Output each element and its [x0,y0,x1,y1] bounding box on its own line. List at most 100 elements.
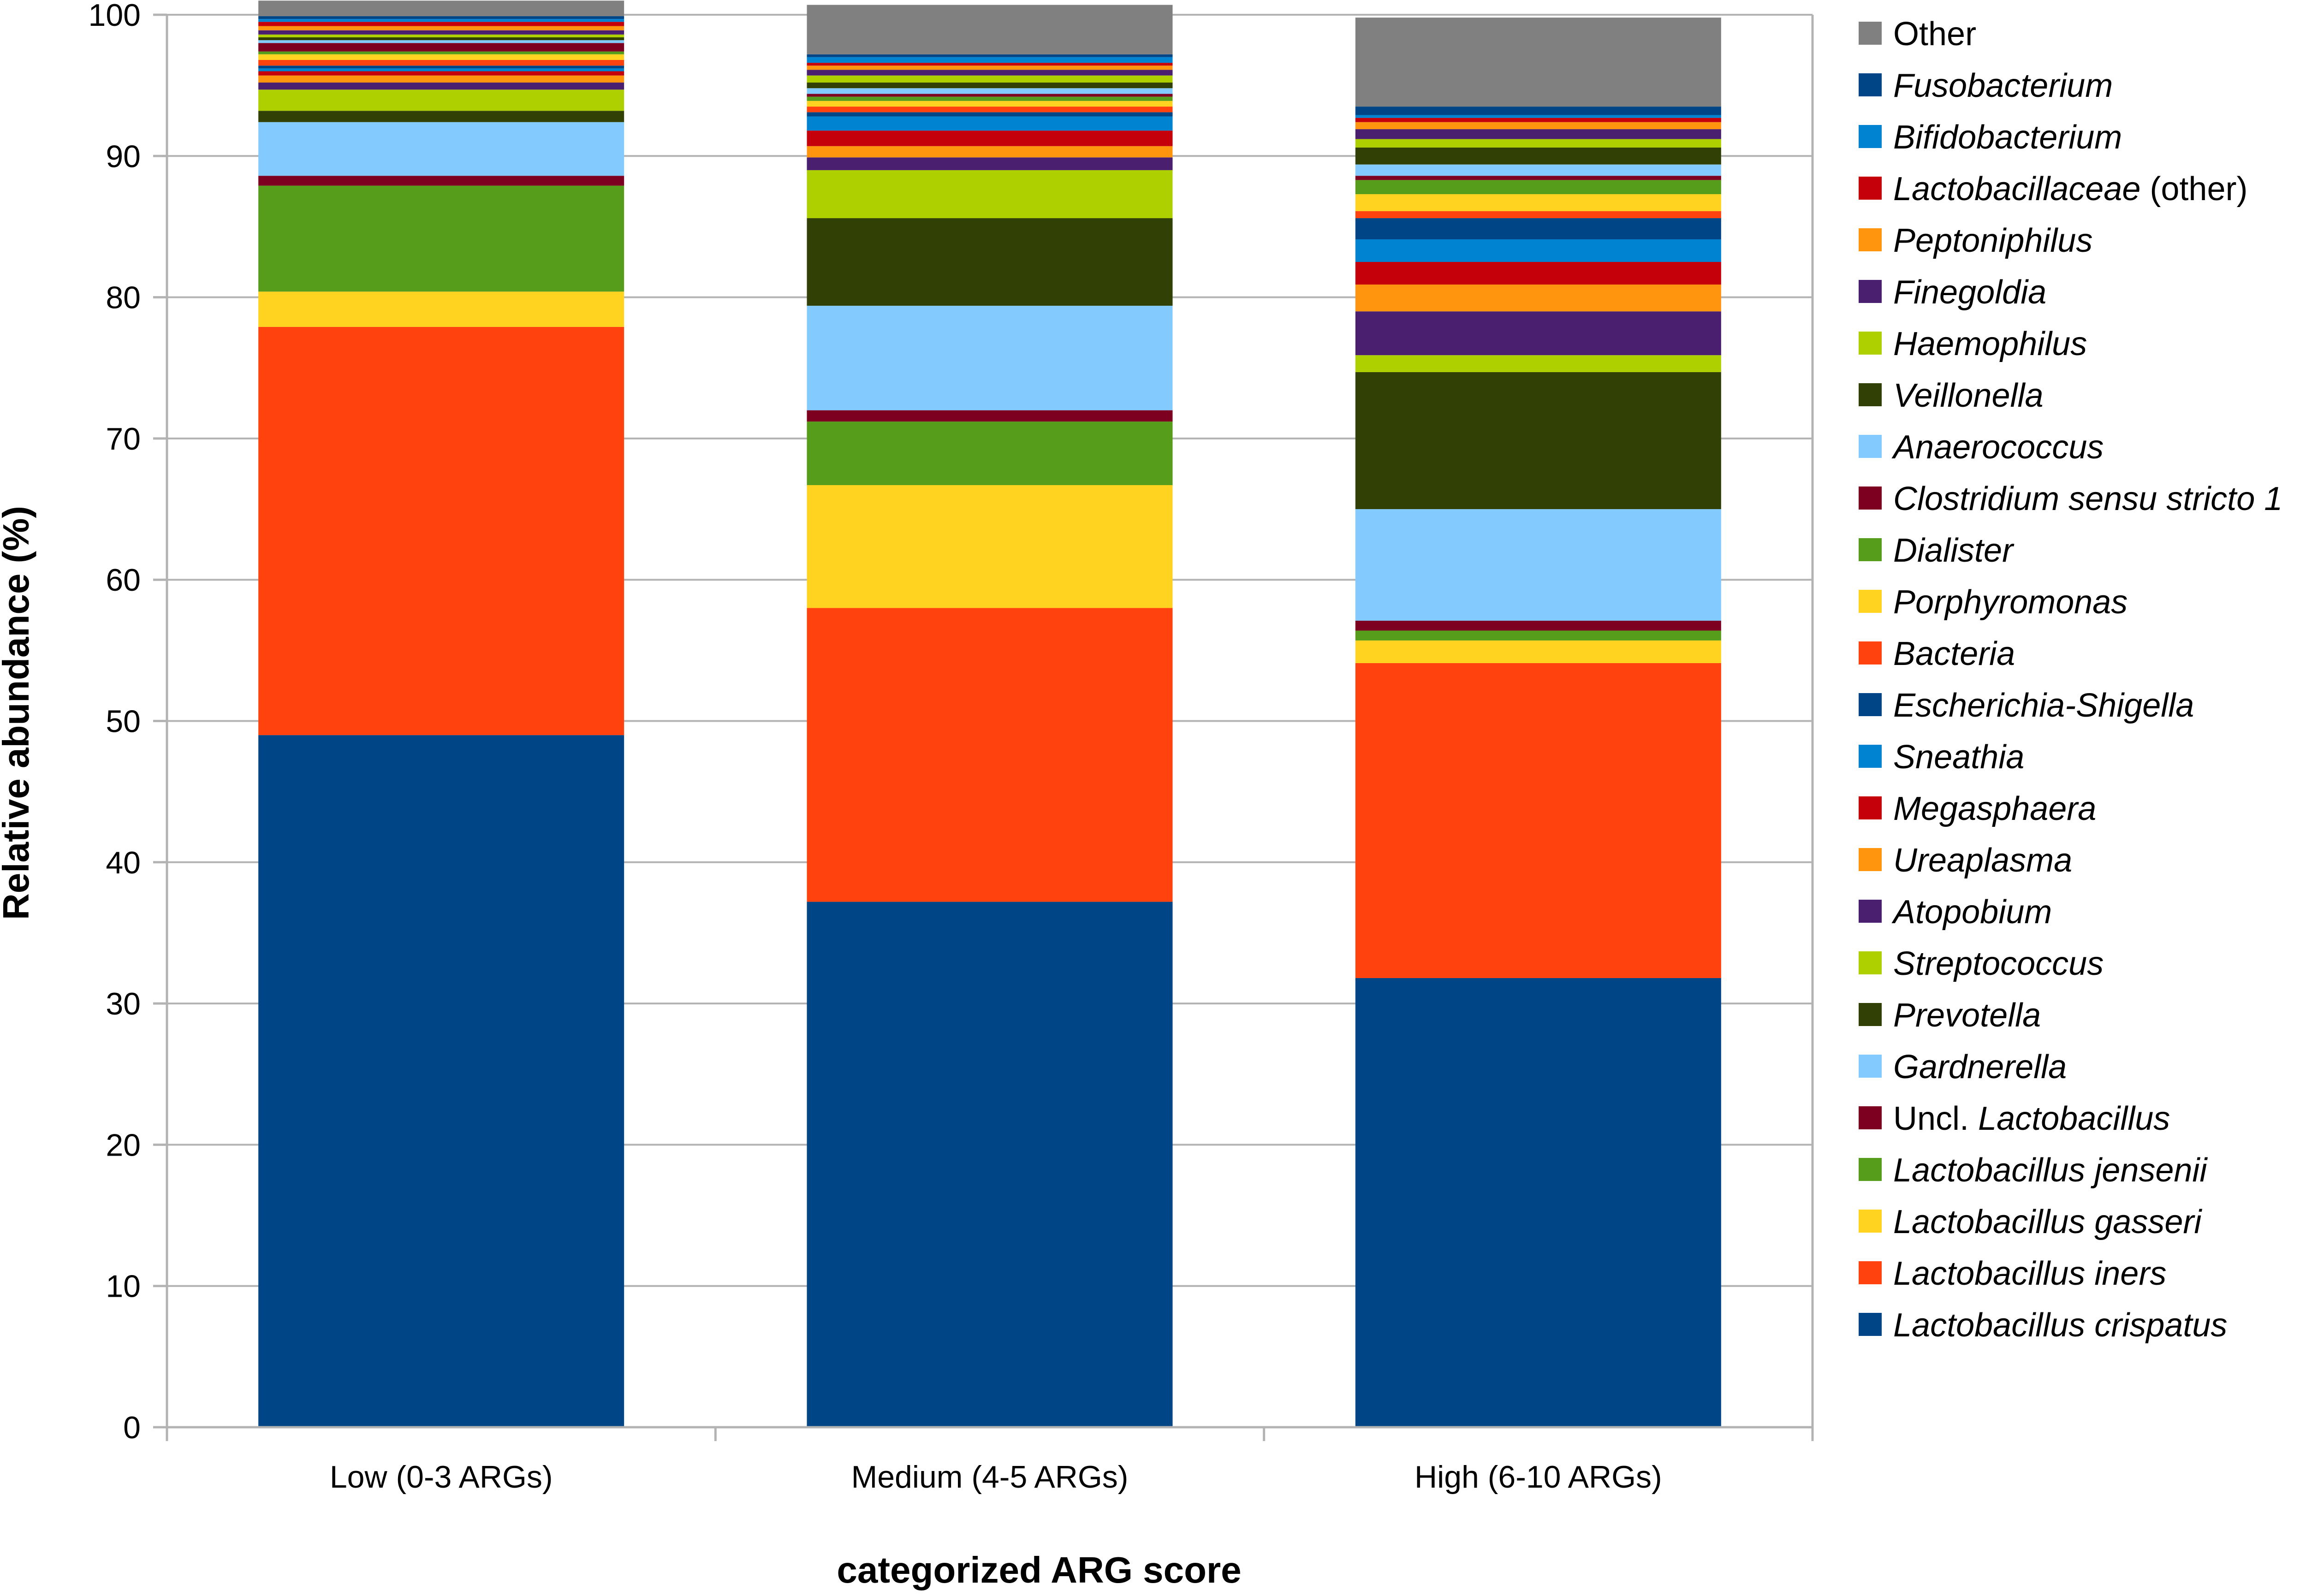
bar-segment [258,71,624,76]
bar-segment [1355,164,1721,176]
legend-label: Peptoniphilus [1893,222,2092,259]
bar-segment [807,57,1173,63]
bar-segment [1355,285,1721,312]
bar-segment [258,30,624,35]
bar-segment [807,131,1173,146]
bar-segment [258,111,624,122]
legend-swatch [1859,745,1882,768]
legend-swatch [1859,1158,1882,1181]
legend-item: Bacteria [1859,635,2015,672]
legend-swatch [1859,951,1882,974]
bar-stack [258,0,624,1427]
bar-segment [807,65,1173,70]
bar-stack [1355,18,1721,1427]
bar-segment [1355,640,1721,663]
bar-stack [807,5,1173,1427]
legend-item: Dialister [1859,532,2015,569]
bar-segment [258,19,624,22]
legend-label: Dialister [1893,532,2015,569]
legend-swatch [1859,900,1882,923]
bar-segment [807,107,1173,113]
y-tick-label: 60 [106,563,141,598]
legend-label: Lactobacillus crispatus [1893,1307,2227,1344]
legend-label: Sneathia [1893,739,2024,776]
legend-swatch [1859,538,1882,561]
bar-segment [1355,107,1721,115]
bar-segment [807,116,1173,131]
legend-item: Lactobacillus gasseri [1859,1204,2202,1240]
bar-segment [807,902,1173,1427]
x-tick-label: Medium (4-5 ARGs) [851,1460,1129,1495]
bar-segment [258,16,624,19]
bar-segment [258,22,624,26]
legend-swatch [1859,1055,1882,1078]
bar-segment [807,101,1173,107]
bar-segment [807,218,1173,306]
bar-segment [258,68,624,71]
x-tick-label: Low (0-3 ARGs) [330,1460,553,1495]
bar-segment [807,410,1173,422]
bar-segment [258,122,624,176]
legend-swatch [1859,332,1882,355]
bar-segment [1355,509,1721,621]
legend-item: Fusobacterium [1859,67,2113,104]
y-tick-label: 50 [106,704,141,739]
bar-segment [807,146,1173,158]
bar-segment [1355,139,1721,148]
legend-swatch [1859,848,1882,871]
legend-swatch [1859,435,1882,458]
bar-segment [1355,978,1721,1427]
bar-segment [258,291,624,327]
legend-item: Veillonella [1859,377,2044,414]
legend-item: Lactobacillaceae (other) [1859,171,2247,208]
bar-segment [258,26,624,30]
bar-segment [1355,194,1721,211]
legend-label: Gardnerella [1893,1049,2067,1086]
legend-swatch [1859,125,1882,148]
x-tick-label: High (6-10 ARGs) [1415,1460,1662,1495]
legend-item: Escherichia-Shigella [1859,687,2194,724]
bar-segment [258,176,624,186]
bar-segment [258,89,624,111]
bar-segment [807,94,1173,97]
legend: Other Fusobacterium Bifidobacterium Lactoba… [1859,16,2282,1344]
legend-label: Lactobacillaceae (other) [1893,171,2247,208]
y-tick-label: 10 [106,1269,141,1304]
x-axis-title: categorized ARG score [837,1549,1241,1590]
bar-segment [1355,372,1721,510]
bar-segment [1355,262,1721,285]
legend-label: Fusobacterium [1893,67,2113,104]
bar-segment [1355,118,1721,122]
bar-segment [807,421,1173,485]
legend-label: Escherichia-Shigella [1893,687,2194,724]
bar-segment [1355,218,1721,240]
bar-segment [1355,176,1721,180]
legend-item: Lactobacillus iners [1859,1255,2166,1292]
legend-item: Peptoniphilus [1859,222,2092,259]
legend-label: Clostridium sensu stricto 1 [1893,481,2282,517]
legend-item: Clostridium sensu stricto 1 [1859,481,2282,517]
legend-label: Porphyromonas [1893,584,2128,621]
legend-label: Megasphaera [1893,790,2096,827]
bar-segment [1355,355,1721,372]
legend-label: Lactobacillus jensenii [1893,1152,2208,1189]
bar-segment [258,83,624,90]
legend-item: Streptococcus [1859,945,2104,982]
legend-swatch [1859,1313,1882,1336]
bar-segment [807,170,1173,219]
legend-swatch [1859,1003,1882,1026]
y-tick-label: 40 [106,845,141,880]
bar-segment [258,185,624,292]
legend-label: Ureaplasma [1893,842,2072,879]
bar-segment [258,75,624,83]
bar-segment [807,96,1173,101]
bar-segment [807,305,1173,410]
bar-segment [807,75,1173,83]
legend-swatch [1859,383,1882,406]
bar-segment [258,60,624,66]
bar-segment [807,112,1173,117]
legend-item: Other [1859,16,1976,53]
bar-stacks [258,0,1721,1427]
